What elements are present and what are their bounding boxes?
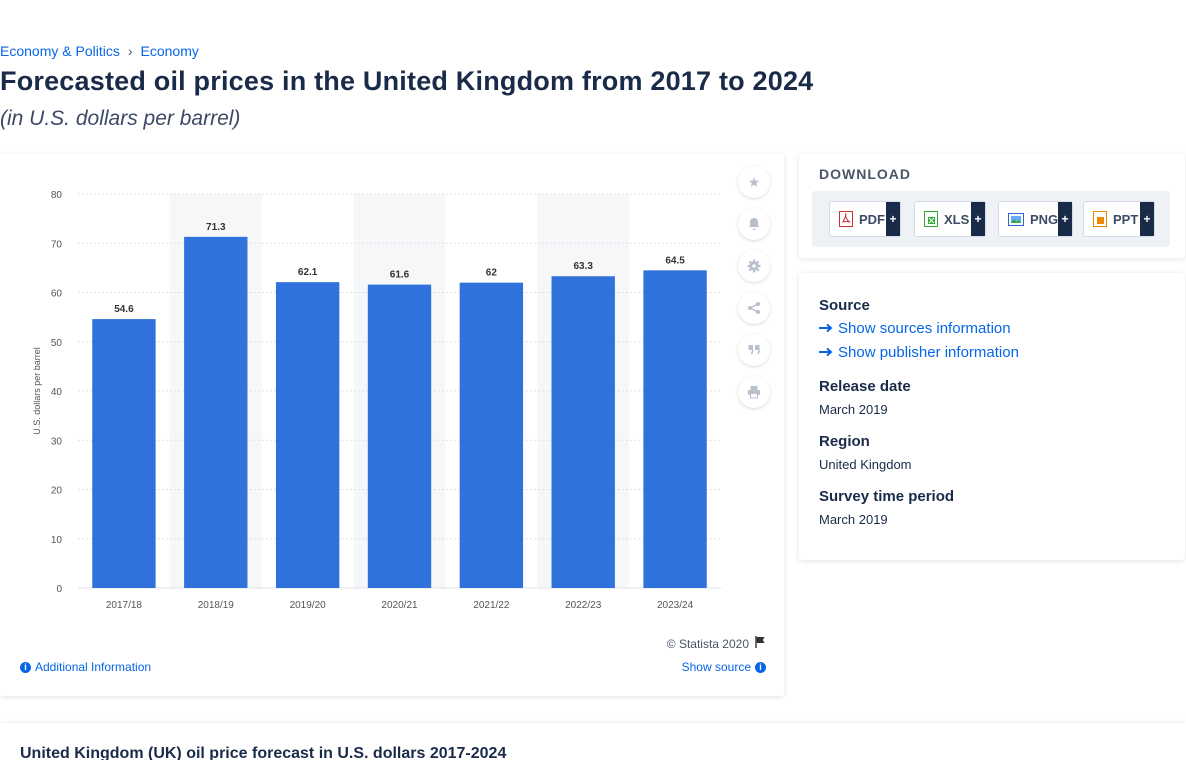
y-tick-label: 70 [51,239,63,250]
data-label: 64.5 [665,255,685,266]
source-heading: Source [819,297,870,314]
flag-icon[interactable] [755,636,766,651]
x-tick-label: 2020/21 [381,600,418,611]
plus-icon: + [886,202,900,236]
copyright: © Statista 2020 [667,636,766,651]
show-sources-label: Show sources information [838,320,1011,337]
description-title: United Kingdom (UK) oil price forecast i… [20,745,507,760]
y-tick-label: 50 [51,338,63,349]
pdf-file-icon [839,211,853,227]
xls-file-icon [924,211,938,227]
info-icon: i [20,661,31,673]
plus-icon: + [971,202,985,236]
bar [459,282,524,588]
star-icon[interactable]: ★ [738,166,770,198]
description-card: United Kingdom (UK) oil price forecast i… [0,723,1186,760]
download-ppt-label: PPT [1113,211,1139,227]
download-pdf-label: PDF [859,211,885,227]
info-icon: i [755,661,766,673]
chart-toolbar: ★ [738,166,770,408]
download-buttons: PDF + XLS + PNG + PPT + [812,191,1170,247]
png-file-icon [1008,212,1024,226]
bar [643,270,707,588]
page-title: Forecasted oil prices in the United King… [0,66,814,96]
x-tick-label: 2023/24 [657,600,694,611]
survey-period-value: March 2019 [819,512,888,527]
bar [551,276,615,588]
statistic-info-card: Source Show sources information Show pub… [799,273,1185,560]
region-heading: Region [819,433,870,450]
data-label: 54.6 [114,304,134,315]
y-tick-label: 30 [51,436,63,447]
arrow-right-icon [819,320,834,337]
show-source-link[interactable]: Show source i [682,660,766,674]
page-subtitle: (in U.S. dollars per barrel) [0,107,241,130]
copyright-text: © Statista 2020 [666,636,749,651]
download-pdf-button[interactable]: PDF + [829,201,901,237]
ppt-file-icon [1093,211,1107,227]
release-date-heading: Release date [819,378,911,395]
data-label: 62 [486,268,498,279]
bar [184,236,248,588]
y-tick-label: 10 [51,535,63,546]
x-tick-label: 2018/19 [198,600,235,611]
bar-chart: 0 10 20 30 40 50 60 70 80 U.S. dollars per barrel… [32,190,721,611]
quote-icon[interactable] [738,334,770,366]
region-value: United Kingdom [819,457,912,472]
download-card: DOWNLOAD PDF + XLS + PNG + PPT + [799,154,1185,258]
chevron-right-icon: › [127,43,133,59]
show-sources-link[interactable]: Show sources information [819,320,1011,337]
x-tick-label: 2017/18 [106,600,143,611]
survey-period-heading: Survey time period [819,488,955,505]
download-ppt-button[interactable]: PPT + [1083,201,1155,237]
additional-info-label: Additional Information [35,660,152,674]
y-tick-label: 20 [51,486,63,497]
data-label: 71.3 [206,222,226,233]
show-publisher-link[interactable]: Show publisher information [819,344,1019,361]
data-label: 61.6 [390,270,410,281]
gear-icon[interactable] [738,250,770,282]
y-tick-label: 40 [51,387,63,398]
download-png-button[interactable]: PNG + [998,201,1073,237]
additional-info-link[interactable]: i Additional Information [20,660,151,674]
data-label: 62.1 [298,267,318,278]
plus-icon: + [1058,202,1072,236]
print-icon[interactable] [738,376,770,408]
show-publisher-label: Show publisher information [838,344,1019,361]
breadcrumb: Economy & Politics › Economy [0,43,199,59]
x-tick-label: 2019/20 [290,600,327,611]
show-source-label: Show source [681,660,751,674]
bar [275,282,340,588]
x-tick-label: 2022/23 [565,600,602,611]
download-xls-label: XLS [944,211,970,227]
breadcrumb-item-economy[interactable]: Economy [140,43,199,59]
breadcrumb-item-economy-politics[interactable]: Economy & Politics [0,43,120,59]
bell-icon[interactable] [738,208,770,240]
bar [367,284,432,588]
x-tick-label: 2021/22 [473,600,510,611]
chart-card: 0 10 20 30 40 50 60 70 80 U.S. dollars per barrel… [0,154,784,696]
release-date-value: March 2019 [819,402,888,417]
data-label: 63.3 [573,261,593,272]
y-tick-label: 80 [51,190,63,201]
download-xls-button[interactable]: XLS + [914,201,986,237]
y-tick-label: 0 [56,584,62,595]
arrow-right-icon [819,344,834,361]
share-icon[interactable] [738,292,770,324]
download-png-label: PNG [1030,211,1059,227]
download-title: DOWNLOAD [819,166,911,182]
y-axis-label: U.S. dollars per barrel [32,347,42,435]
bar [92,319,156,588]
y-tick-label: 60 [51,289,63,300]
plus-icon: + [1140,202,1154,236]
